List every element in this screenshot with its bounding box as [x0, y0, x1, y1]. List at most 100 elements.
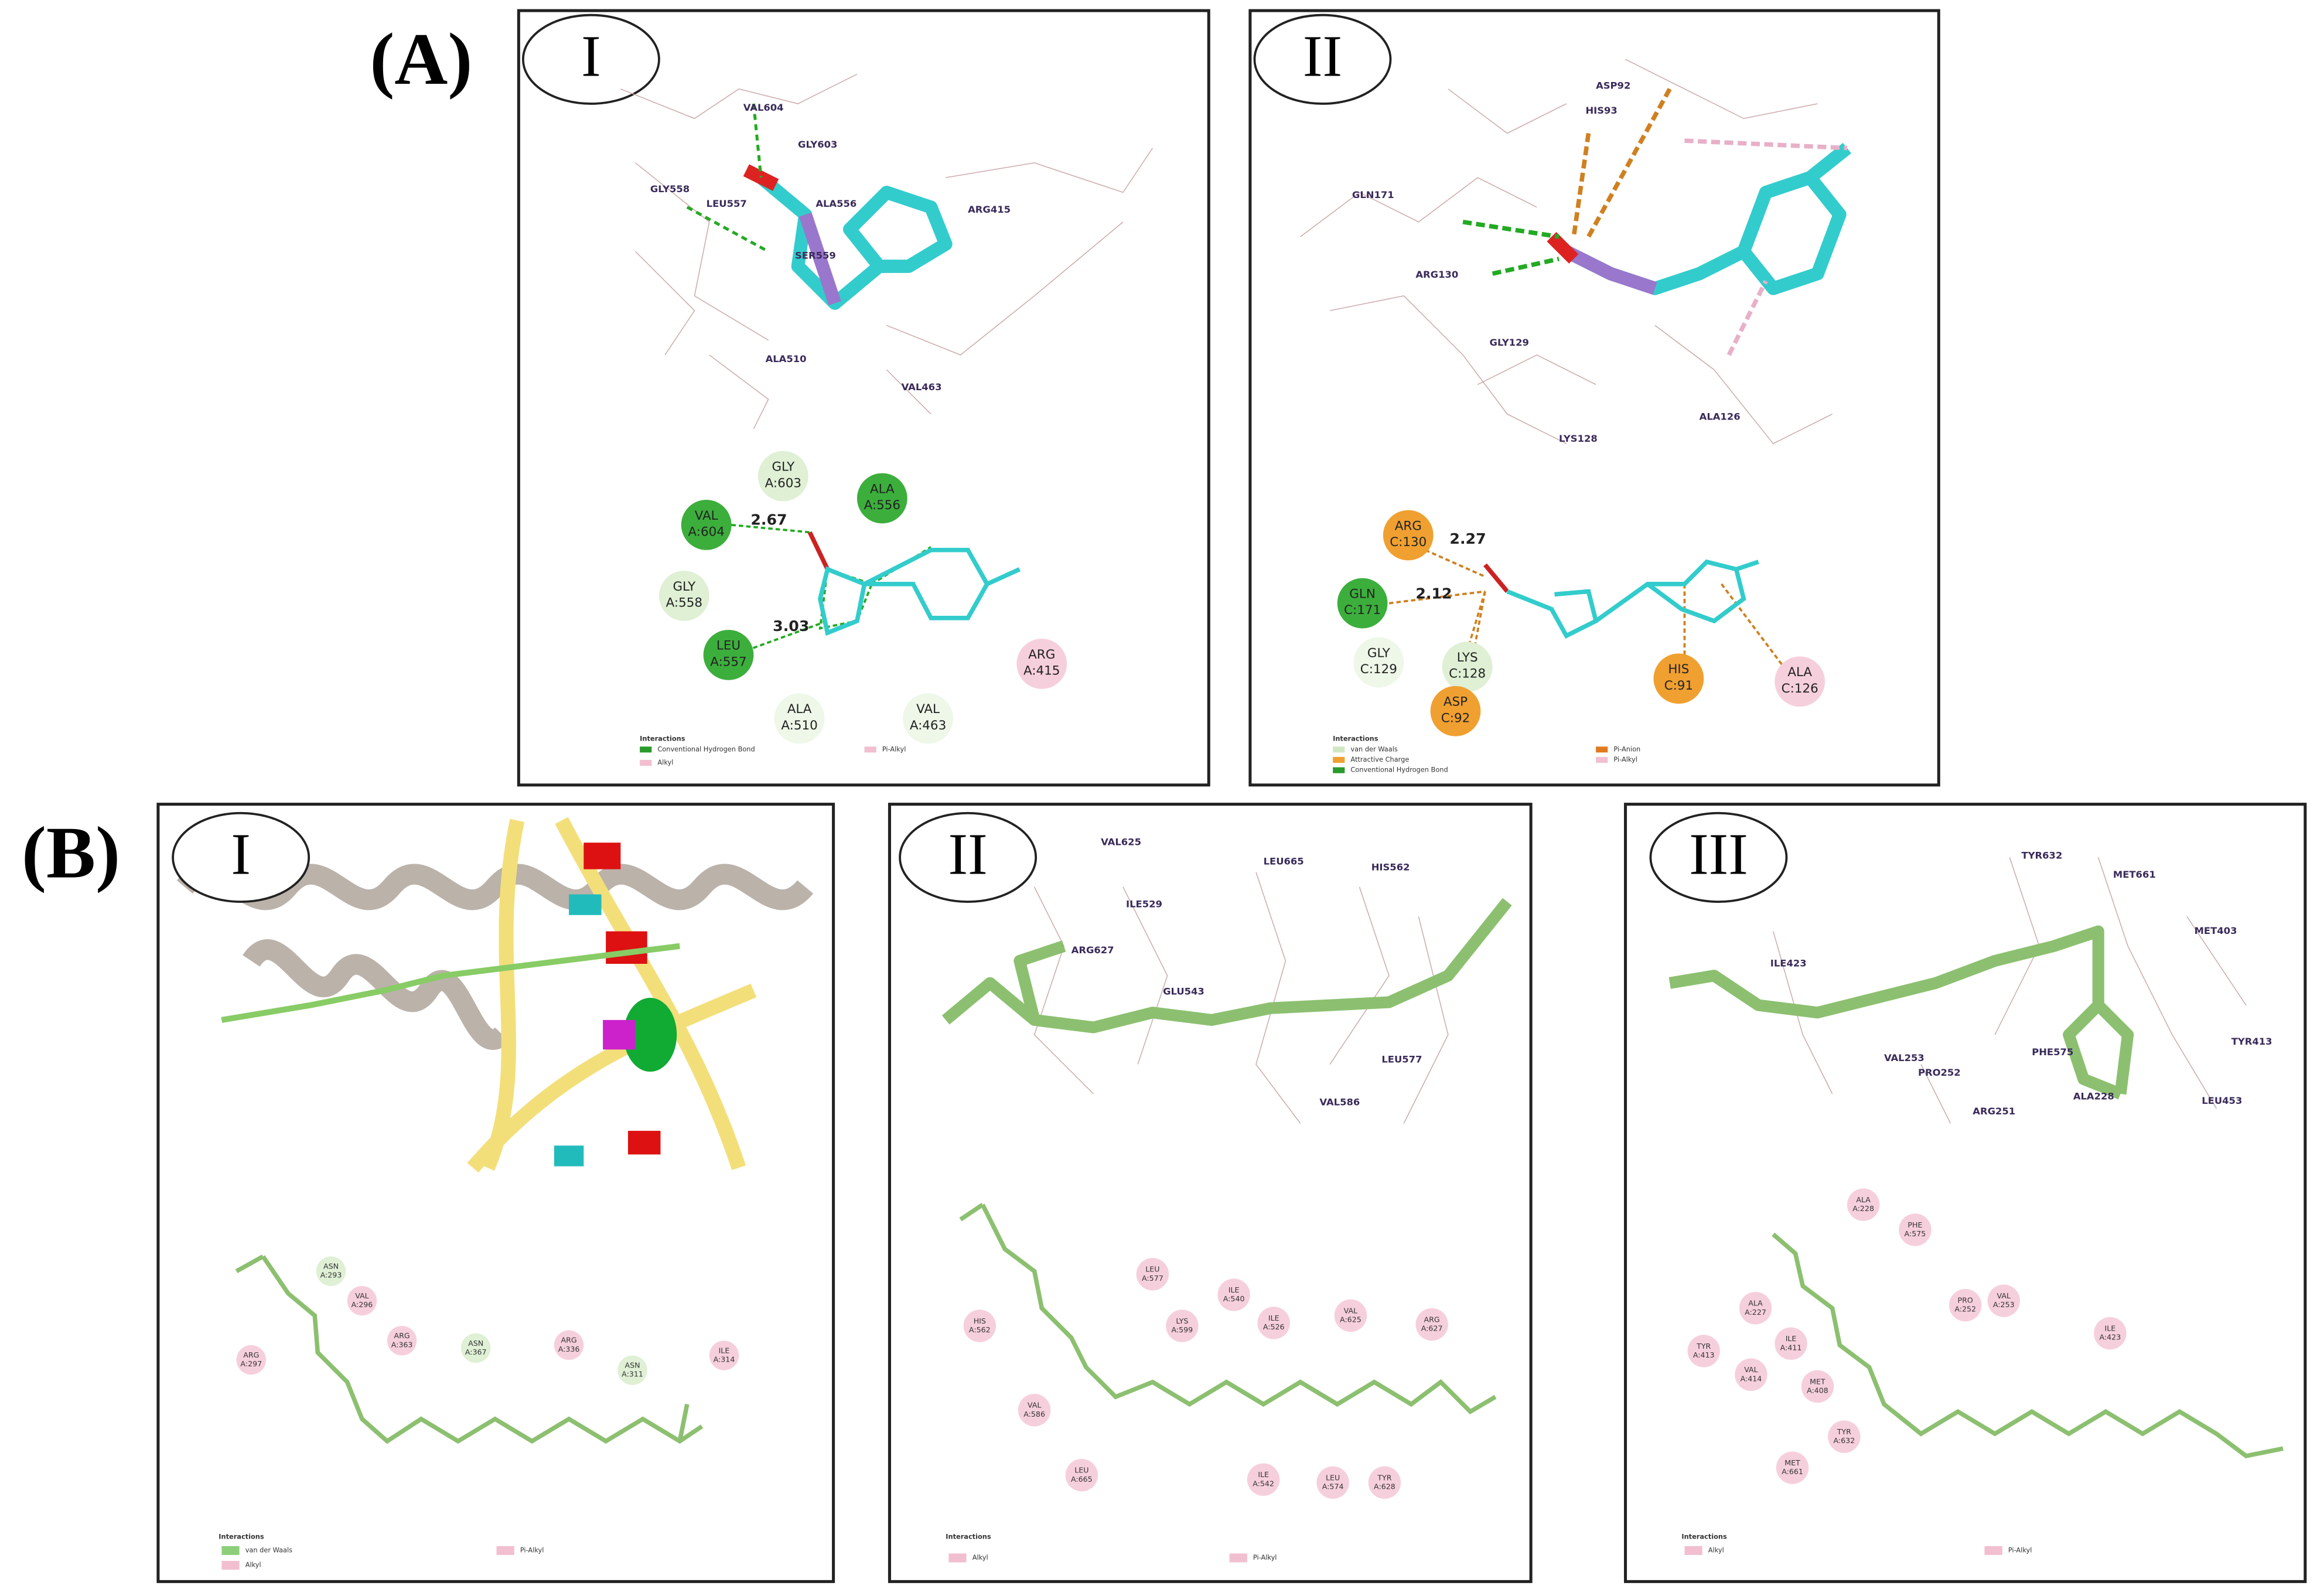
legend-entry: Conventional Hydrogen Bond — [657, 745, 755, 753]
residue-label: ALA126 — [1700, 411, 1741, 422]
residue-text: A:423 — [2100, 1333, 2121, 1342]
residue-label: VAL604 — [743, 102, 784, 113]
residue-text: A:577 — [1142, 1274, 1163, 1283]
distance-label: 2.27 — [1449, 530, 1486, 547]
residue-text: VAL — [1028, 1401, 1041, 1410]
residue-label: ARG627 — [1072, 944, 1114, 956]
panel: III TYR632 MET661 MET403 ILE423 PHE575 V… — [1624, 803, 2307, 1583]
residue-label: PHE575 — [2032, 1046, 2073, 1058]
residue-label: GLN171 — [1352, 189, 1394, 200]
panel-tag: I — [581, 23, 601, 89]
residue-label: GLY129 — [1490, 337, 1529, 348]
legend-entry: Alkyl — [657, 758, 673, 766]
residue-text: ARG — [243, 1351, 259, 1359]
residue-text: HIS — [1668, 662, 1689, 677]
residue-label: ARG251 — [1973, 1106, 2015, 1117]
residue-text: VAL — [916, 702, 940, 717]
residue-node: ARG A:415 — [1016, 639, 1067, 689]
legend-entry: Pi-Alkyl — [1613, 755, 1637, 763]
panel: II VAL625 ILE529 ARG627 LEU665 HIS562 GL… — [888, 803, 1533, 1583]
residue-text: A:599 — [1171, 1325, 1193, 1334]
residue-text: PHE — [1907, 1220, 1922, 1229]
residue-text: LEU — [1326, 1473, 1340, 1482]
residue-text: C:126 — [1782, 681, 1818, 696]
residue-text: A:627 — [1421, 1324, 1443, 1333]
residue-text: A:603 — [765, 476, 801, 490]
residue-text: ALA — [787, 702, 812, 717]
residue-label: MET403 — [2195, 925, 2237, 936]
residue-text: A:556 — [864, 498, 900, 513]
residue-text: A:296 — [352, 1300, 373, 1309]
distance-label: 2.12 — [1415, 585, 1452, 602]
legend-entry: Pi-Anion — [1613, 745, 1640, 753]
residue-text: A:415 — [1023, 664, 1060, 678]
residue-text: GLY — [1367, 646, 1391, 660]
residue-text: LEU — [1145, 1265, 1159, 1274]
residue-text: ASN — [468, 1339, 483, 1348]
residue-label: ILE423 — [1770, 958, 1807, 969]
panel-tag: I — [231, 821, 251, 887]
residue-text: A:227 — [1745, 1308, 1766, 1317]
residue-text: A:314 — [714, 1355, 735, 1364]
residue-node: ALA A:556 — [856, 473, 907, 524]
ligand-2d — [1388, 545, 1789, 710]
residue-label: GLU543 — [1163, 985, 1204, 997]
residue-text: A:542 — [1253, 1479, 1274, 1488]
residue-label: HIS562 — [1371, 862, 1410, 873]
legend-entry: Conventional Hydrogen Bond — [1350, 766, 1448, 774]
residue-text: A:253 — [1993, 1300, 2015, 1309]
residue-node: LYS C:128 — [1442, 642, 1493, 692]
legend-entry: Pi-Alkyl — [520, 1546, 544, 1554]
residue-text: MET — [1784, 1458, 1800, 1467]
residue-text: A:293 — [320, 1271, 342, 1280]
residue-text: A:632 — [1833, 1436, 1855, 1445]
panel-tag: II — [1303, 23, 1342, 89]
residue-label: GLY603 — [798, 139, 837, 150]
legend-entry: Alkyl — [1708, 1546, 1724, 1554]
residue-node: ARG C:130 — [1383, 510, 1434, 561]
legend-entry: Alkyl — [245, 1561, 261, 1569]
panel-group-label: (A) — [370, 19, 472, 100]
residue-text: A:336 — [558, 1345, 580, 1353]
legend-title: Interactions — [640, 735, 685, 743]
ligand-3d — [941, 898, 1512, 1034]
residue-text: VAL — [1344, 1306, 1357, 1315]
residue-text: GLN — [1349, 586, 1376, 601]
residue-text: A:510 — [781, 718, 817, 733]
ligand-2d — [235, 1254, 704, 1444]
residue-label: ILE529 — [1126, 899, 1162, 910]
residue-text: A:363 — [391, 1340, 413, 1349]
residue-text: TYR — [1377, 1473, 1391, 1482]
residue-text: LYS — [1176, 1317, 1188, 1325]
residue-label: LEU577 — [1381, 1053, 1422, 1065]
legend-entry: Attractive Charge — [1350, 755, 1409, 763]
ligand-2d — [959, 1203, 1497, 1415]
residue-text: MET — [1810, 1377, 1825, 1386]
legend-entry: Pi-Alkyl — [2008, 1546, 2032, 1554]
residue-text: A:413 — [1693, 1351, 1715, 1359]
